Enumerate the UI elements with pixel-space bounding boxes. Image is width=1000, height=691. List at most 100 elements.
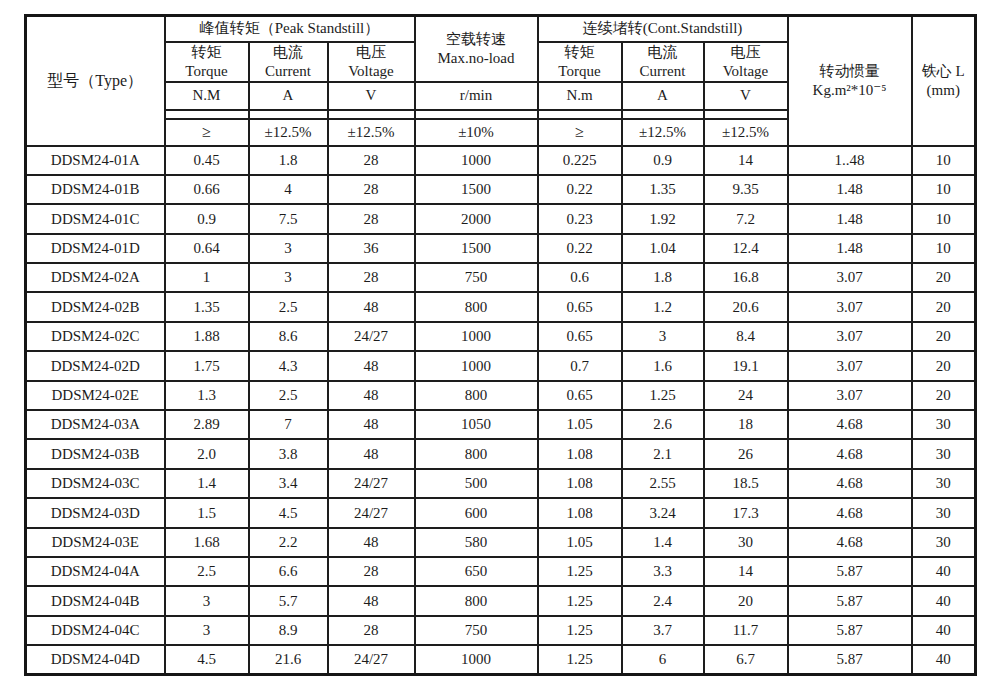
value-cell: 10 [912, 146, 976, 175]
value-cell: 14 [704, 557, 788, 586]
value-cell: 48 [328, 439, 415, 468]
value-cell: 28 [328, 263, 415, 292]
tolerance-noload-speed: ±10% [415, 119, 538, 146]
value-cell: 1500 [415, 175, 538, 204]
value-cell: 0.64 [165, 234, 249, 263]
value-cell: 2.5 [165, 557, 249, 586]
value-cell: 0.9 [165, 204, 249, 233]
value-cell: 2.89 [165, 410, 249, 439]
value-cell: 5.87 [788, 616, 912, 645]
model-cell: DDSM24-03A [26, 410, 165, 439]
value-cell: 6.6 [249, 557, 328, 586]
value-cell: 1.92 [622, 204, 704, 233]
table-row: DDSM24-02B1.352.5488000.651.220.63.0720 [26, 292, 976, 321]
value-cell: 1.8 [622, 263, 704, 292]
value-cell: 0.6 [538, 263, 622, 292]
value-cell: 2.55 [622, 469, 704, 498]
value-cell: 1050 [415, 410, 538, 439]
value-cell: 4.68 [788, 410, 912, 439]
motor-spec-table: 型号（Type） 峰值转矩（Peak Standstill） 空载转速 Max.… [24, 14, 977, 676]
header-peak-voltage: 电压 Voltage [328, 42, 415, 82]
tolerance-peak-current: ±12.5% [249, 119, 328, 146]
value-cell: 1.35 [165, 292, 249, 321]
value-cell: 48 [328, 586, 415, 615]
value-cell: 3.07 [788, 351, 912, 380]
value-cell: 7.2 [704, 204, 788, 233]
value-cell: 2.0 [165, 439, 249, 468]
value-cell: 3 [622, 322, 704, 351]
header-core-unit: (mm) [913, 81, 975, 100]
value-cell: 30 [912, 439, 976, 468]
header-peak-current: 电流 Current [249, 42, 328, 82]
table-row: DDSM24-03D1.54.524/276001.083.2417.34.68… [26, 498, 976, 527]
value-cell: 5.87 [788, 557, 912, 586]
table-row: DDSM24-02C1.888.624/2710000.6538.43.0720 [26, 322, 976, 351]
header-spacer-cell [165, 110, 249, 119]
value-cell: 11.7 [704, 616, 788, 645]
value-cell: 1000 [415, 351, 538, 380]
value-cell: 30 [704, 528, 788, 557]
header-peak-standstill-group: 峰值转矩（Peak Standstill） [165, 16, 415, 42]
value-cell: 4.5 [165, 645, 249, 674]
header-sub-en: Current [623, 62, 703, 81]
value-cell: 1.04 [622, 234, 704, 263]
value-cell: 3.8 [249, 439, 328, 468]
header-sub-cn: 电流 [250, 43, 327, 62]
model-cell: DDSM24-01C [26, 204, 165, 233]
value-cell: 3.7 [622, 616, 704, 645]
table-row: DDSM24-04D4.521.624/2710001.2566.75.8740 [26, 645, 976, 674]
value-cell: 5.87 [788, 645, 912, 674]
header-noload-cn: 空载转速 [416, 30, 537, 49]
value-cell: 1 [165, 263, 249, 292]
model-cell: DDSM24-03C [26, 469, 165, 498]
value-cell: 28 [328, 616, 415, 645]
tolerance-cont-voltage: ±12.5% [704, 119, 788, 146]
table-row: DDSM24-03E1.682.2485801.051.4304.6830 [26, 528, 976, 557]
table-row: DDSM24-04A2.56.6286501.253.3145.8740 [26, 557, 976, 586]
header-cont-torque: 转矩 Torque [538, 42, 622, 82]
value-cell: 10 [912, 175, 976, 204]
header-spacer-cell [538, 110, 622, 119]
value-cell: 3 [249, 234, 328, 263]
unit-cont-voltage: V [704, 82, 788, 110]
header-sub-cn: 电压 [705, 43, 787, 62]
value-cell: 19.1 [704, 351, 788, 380]
value-cell: 4.5 [249, 498, 328, 527]
value-cell: 2.1 [622, 439, 704, 468]
table-row: DDSM24-03C1.43.424/275001.082.5518.54.68… [26, 469, 976, 498]
value-cell: 3.24 [622, 498, 704, 527]
value-cell: 28 [328, 557, 415, 586]
value-cell: 18.5 [704, 469, 788, 498]
value-cell: 1.35 [622, 175, 704, 204]
value-cell: 800 [415, 439, 538, 468]
value-cell: 48 [328, 351, 415, 380]
value-cell: 30 [912, 469, 976, 498]
value-cell: 1.6 [622, 351, 704, 380]
model-cell: DDSM24-01D [26, 234, 165, 263]
value-cell: 1.25 [622, 381, 704, 410]
value-cell: 24/27 [328, 322, 415, 351]
value-cell: 1.48 [788, 175, 912, 204]
value-cell: 24 [704, 381, 788, 410]
table-row: DDSM24-01D0.6433615000.221.0412.41.4810 [26, 234, 976, 263]
tolerance-peak-torque: ≥ [165, 119, 249, 146]
value-cell: 20.6 [704, 292, 788, 321]
value-cell: 3 [165, 616, 249, 645]
model-cell: DDSM24-02C [26, 322, 165, 351]
table-row: DDSM24-01C0.97.52820000.231.927.21.4810 [26, 204, 976, 233]
value-cell: 4 [249, 175, 328, 204]
value-cell: 0.65 [538, 292, 622, 321]
value-cell: 48 [328, 292, 415, 321]
value-cell: 20 [912, 381, 976, 410]
value-cell: 1.25 [538, 557, 622, 586]
value-cell: 1.48 [788, 234, 912, 263]
value-cell: 5.7 [249, 586, 328, 615]
value-cell: 17.3 [704, 498, 788, 527]
value-cell: 20 [912, 322, 976, 351]
value-cell: 1000 [415, 146, 538, 175]
header-spacer-cell [622, 110, 704, 119]
value-cell: 2.6 [622, 410, 704, 439]
value-cell: 750 [415, 263, 538, 292]
value-cell: 48 [328, 528, 415, 557]
unit-cont-torque: N.m [538, 82, 622, 110]
